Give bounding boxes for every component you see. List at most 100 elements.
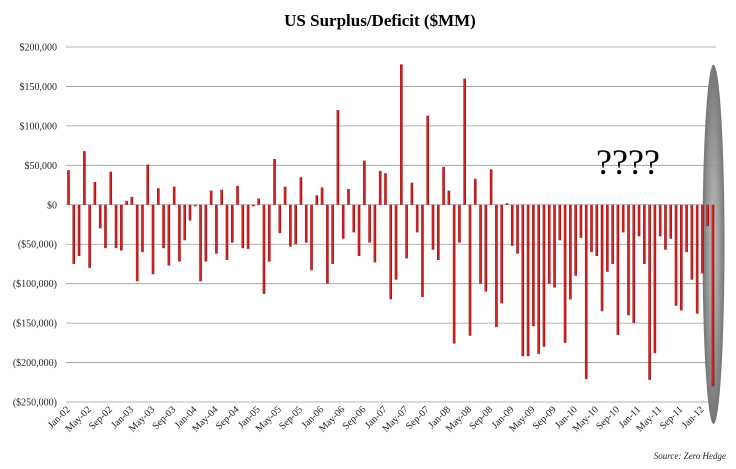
x-tick-label: Jan-12: [680, 404, 707, 431]
y-axis-tick-labels: $200,000 $150,000 $100,000 $50,000 $0 ($50,00…: [13, 43, 57, 409]
bar: [584, 204, 588, 380]
bar: [431, 204, 435, 250]
bar: [706, 204, 710, 227]
y-tick-label: $100,000: [20, 121, 58, 132]
bar: [637, 204, 641, 237]
bar: [648, 204, 651, 380]
bar: [220, 189, 223, 205]
bar: [363, 160, 366, 205]
bar: [114, 204, 118, 249]
bar: [653, 204, 657, 354]
bar: [447, 190, 451, 205]
bar: [542, 204, 546, 347]
y-tick-label: ($250,000): [13, 398, 57, 409]
bar: [262, 204, 266, 294]
bar: [246, 204, 250, 249]
y-tick-label: ($200,000): [13, 358, 57, 369]
bar: [88, 204, 91, 268]
bar: [426, 115, 430, 205]
bar: [341, 204, 345, 239]
x-tick-label: Sep-07: [404, 404, 432, 432]
bar: [563, 204, 567, 343]
bar: [484, 204, 488, 292]
x-tick-label: Sep-06: [341, 404, 369, 432]
bar: [680, 204, 683, 311]
bar: [658, 204, 662, 237]
y-tick-label: $0: [47, 200, 57, 211]
bar: [104, 204, 107, 249]
bar: [67, 170, 70, 205]
bar: [183, 204, 187, 241]
bar: [394, 204, 398, 280]
bar: [373, 204, 377, 263]
bar: [532, 204, 535, 327]
bar: [415, 204, 419, 233]
bar: [553, 204, 556, 288]
y-tick-label: $200,000: [20, 43, 58, 54]
bar: [252, 204, 255, 207]
y-tick-label: ($100,000): [13, 279, 57, 290]
bar: [77, 204, 81, 257]
bar: [463, 78, 467, 205]
bar: [120, 204, 123, 251]
bar: [320, 187, 324, 205]
bar: [558, 204, 562, 241]
bar: [151, 204, 155, 275]
bar: [452, 204, 456, 344]
bar: [468, 204, 472, 336]
bar: [125, 200, 128, 205]
bar: [547, 204, 551, 284]
bar: [157, 188, 160, 205]
bar: [188, 204, 192, 221]
bar: [458, 204, 461, 243]
bar: [299, 177, 303, 205]
x-tick-label: Sep-11: [658, 404, 686, 432]
bar: [569, 204, 572, 300]
source-note: Source: Zero Hedge: [654, 451, 726, 461]
bar: [93, 181, 97, 205]
bar: [215, 204, 218, 254]
bar: [473, 178, 477, 205]
bar: [579, 204, 583, 238]
bar: [526, 204, 530, 357]
bar: [347, 189, 350, 205]
bar: [711, 204, 715, 387]
bar: [627, 204, 630, 316]
x-tick-label: Sep-04: [214, 404, 242, 432]
bar: [378, 170, 382, 205]
bar: [204, 204, 208, 262]
bar: [521, 204, 525, 357]
x-tick-label: Sep-05: [277, 404, 305, 432]
bar: [500, 204, 503, 304]
bar: [98, 204, 102, 229]
bar: [278, 204, 282, 234]
bar: [230, 204, 234, 243]
bar: [283, 186, 287, 205]
bar: [516, 204, 519, 254]
bar: [405, 204, 408, 259]
bar: [352, 204, 356, 233]
bar: [294, 204, 297, 245]
bar: [510, 204, 514, 246]
bar: [664, 204, 667, 250]
bar: [368, 204, 371, 243]
bar: [257, 198, 260, 205]
bar: [674, 204, 678, 306]
bar: [83, 151, 86, 205]
x-tick-label: Sep-10: [594, 404, 622, 432]
bar: [135, 204, 139, 282]
bar: [685, 204, 688, 253]
bar: [479, 204, 482, 284]
bar: [172, 186, 176, 205]
bar: [606, 204, 609, 272]
y-tick-label: $50,000: [25, 161, 58, 172]
x-axis-tick-labels: Jan-02May-02Sep-02Jan-03May-03Sep-03Jan-…: [46, 404, 707, 434]
bar: [326, 204, 329, 284]
bar: [146, 164, 150, 205]
bar: [310, 204, 313, 271]
bar: [193, 204, 197, 207]
x-tick-label: Sep-02: [87, 404, 115, 432]
bar: [331, 204, 334, 264]
bar: [199, 204, 202, 282]
